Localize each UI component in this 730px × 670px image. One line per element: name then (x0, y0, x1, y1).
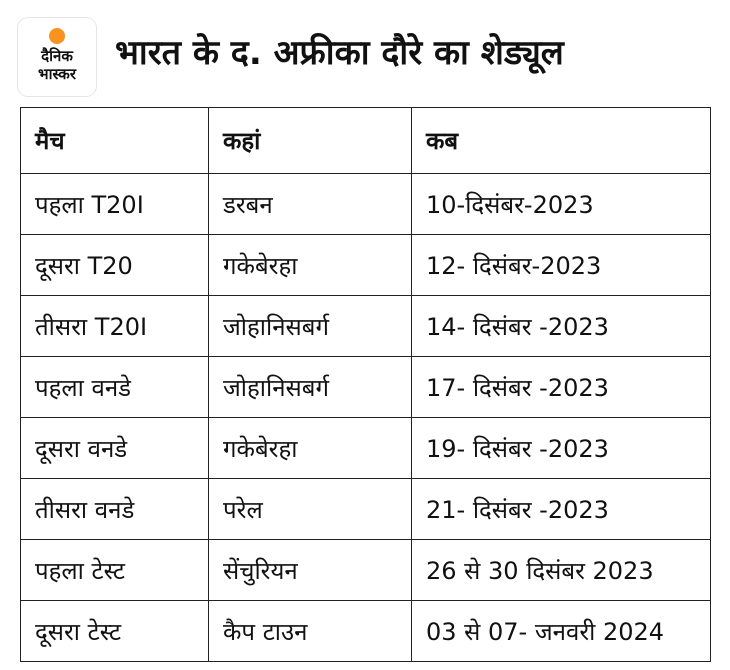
header-date: कब (411, 107, 711, 174)
dainik-bhaskar-logo: दैनिक भास्कर (18, 18, 96, 96)
table-row: तीसरा T20I जोहानिसबर्ग 14- दिसंबर -2023 (20, 295, 711, 357)
match-cell: दूसरा टेस्ट (20, 600, 209, 662)
logo-text-line1: दैनिक (41, 47, 73, 65)
table-row: पहला टेस्ट सेंचुरियन 26 से 30 दिसंबर 202… (20, 539, 711, 601)
date-cell: 10-दिसंबर-2023 (411, 173, 711, 235)
header-match: मैच (20, 107, 209, 174)
venue-cell: जोहानिसबर्ग (208, 356, 412, 418)
table-row: दूसरा टेस्ट कैप टाउन 03 से 07- जनवरी 202… (20, 600, 711, 662)
match-cell: दूसरा वनडे (20, 417, 209, 479)
table-row: दूसरा T20 गकेबेरहा 12- दिसंबर-2023 (20, 234, 711, 296)
logo-text-line2: भास्कर (38, 65, 76, 83)
match-cell: पहला टेस्ट (20, 539, 209, 601)
date-cell: 19- दिसंबर -2023 (411, 417, 711, 479)
venue-cell: डरबन (208, 173, 412, 235)
venue-cell: जोहानिसबर्ग (208, 295, 412, 357)
match-cell: तीसरा T20I (20, 295, 209, 357)
venue-cell: कैप टाउन (208, 600, 412, 662)
date-cell: 12- दिसंबर-2023 (411, 234, 711, 296)
table-row: तीसरा वनडे परेल 21- दिसंबर -2023 (20, 478, 711, 540)
venue-cell: गकेबेरहा (208, 234, 412, 296)
page-title: भारत के द. अफ्रीका दौरे का शेड्यूल (115, 33, 564, 73)
match-cell: तीसरा वनडे (20, 478, 209, 540)
table-row: पहला वनडे जोहानिसबर्ग 17- दिसंबर -2023 (20, 356, 711, 418)
match-cell: दूसरा T20 (20, 234, 209, 296)
header-venue: कहां (208, 107, 412, 174)
table-row: दूसरा वनडे गकेबेरहा 19- दिसंबर -2023 (20, 417, 711, 479)
match-cell: पहला T20I (20, 173, 209, 235)
date-cell: 03 से 07- जनवरी 2024 (411, 600, 711, 662)
venue-cell: सेंचुरियन (208, 539, 412, 601)
table-row: पहला T20I डरबन 10-दिसंबर-2023 (20, 173, 711, 235)
date-cell: 17- दिसंबर -2023 (411, 356, 711, 418)
table-header-row: मैच कहां कब (20, 107, 711, 174)
date-cell: 21- दिसंबर -2023 (411, 478, 711, 540)
venue-cell: परेल (208, 478, 412, 540)
date-cell: 14- दिसंबर -2023 (411, 295, 711, 357)
date-cell: 26 से 30 दिसंबर 2023 (411, 539, 711, 601)
match-cell: पहला वनडे (20, 356, 209, 418)
sun-icon (49, 28, 65, 44)
venue-cell: गकेबेरहा (208, 417, 412, 479)
schedule-table: मैच कहां कब पहला T20I डरबन 10-दिसंबर-202… (20, 107, 711, 662)
